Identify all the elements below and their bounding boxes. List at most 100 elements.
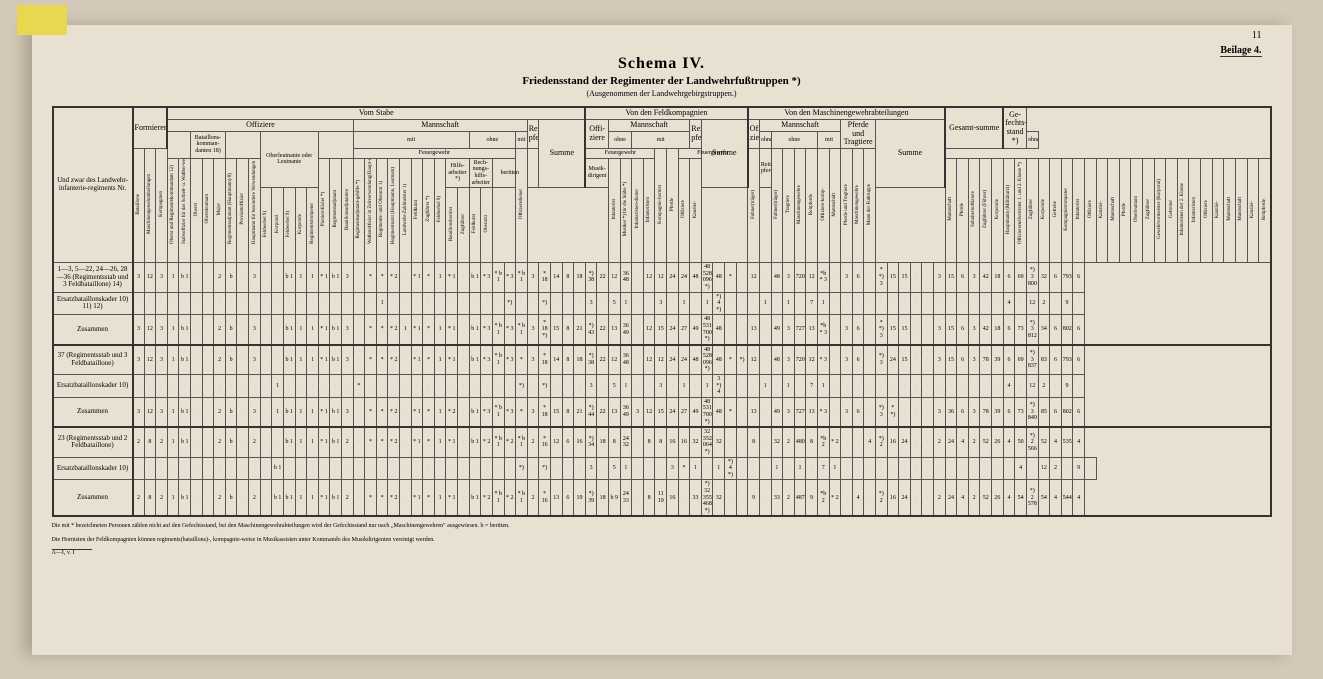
data-cell: · xyxy=(388,457,400,480)
data-cell: · xyxy=(260,397,272,427)
data-cell: 2 xyxy=(968,427,980,457)
data-cell: 42 xyxy=(980,263,992,292)
data-cell: 69 xyxy=(1015,263,1027,292)
data-cell: * 1 xyxy=(411,397,423,427)
data-cell: · xyxy=(260,457,272,480)
data-cell: · xyxy=(783,457,795,480)
data-cell: *b 2 xyxy=(817,480,829,516)
data-cell: 32 xyxy=(690,427,702,457)
data-cell: 9 xyxy=(1073,457,1085,480)
data-cell: 12 xyxy=(748,263,760,292)
data-cell: 7 xyxy=(806,375,818,398)
data-cell: 1 xyxy=(434,480,446,516)
data-cell: * xyxy=(423,397,435,427)
data-cell: · xyxy=(574,292,586,315)
data-cell: 15 xyxy=(945,263,957,292)
data-cell: · xyxy=(249,375,261,398)
data-cell: 4 xyxy=(1050,480,1062,516)
data-cell: · xyxy=(597,457,609,480)
data-cell: 12 xyxy=(655,263,667,292)
data-cell: *) 4 *) xyxy=(713,292,725,315)
data-cell: b xyxy=(225,345,237,375)
data-cell: 16 xyxy=(887,480,899,516)
table-row: Zusammen2821b 1··2b·2·b 1b 111* 1b 12·**… xyxy=(53,480,1271,516)
data-cell: · xyxy=(1084,457,1096,480)
data-cell: · xyxy=(144,457,156,480)
data-cell: * xyxy=(423,345,435,375)
data-cell: 3 xyxy=(249,397,261,427)
data-cell: · xyxy=(376,375,388,398)
data-cell: 48 xyxy=(713,263,725,292)
data-cell: 1 xyxy=(307,315,319,345)
grp-ohne3: ohne xyxy=(759,131,771,149)
data-cell: 32 xyxy=(713,480,725,516)
data-cell: 9 xyxy=(748,480,760,516)
data-cell: · xyxy=(1050,292,1062,315)
data-cell: * xyxy=(376,397,388,427)
data-cell: 1 xyxy=(167,263,179,292)
data-cell: * xyxy=(725,397,737,427)
data-cell: · xyxy=(910,315,922,345)
data-cell: 3 xyxy=(527,345,539,375)
data-cell: · xyxy=(353,480,365,516)
data-cell: · xyxy=(400,292,412,315)
data-cell: * 1 xyxy=(446,345,458,375)
data-cell: 36 48 xyxy=(620,263,632,292)
data-cell: 22 xyxy=(597,315,609,345)
grp-pftrag: Pferde und Tragtiere xyxy=(841,119,876,148)
data-cell: · xyxy=(237,397,249,427)
data-cell: 2 xyxy=(214,397,226,427)
data-cell: *) 2 xyxy=(876,427,888,457)
data-cell: · xyxy=(156,375,168,398)
data-cell: · xyxy=(411,375,423,398)
data-cell: 8 xyxy=(562,345,574,375)
data-cell: * xyxy=(353,375,365,398)
data-cell: 48 xyxy=(690,345,702,375)
data-cell: · xyxy=(458,457,470,480)
data-cell: · xyxy=(957,375,969,398)
data-cell: 12 xyxy=(144,263,156,292)
row-label: Ersatzbataillonskader 10) xyxy=(53,375,133,398)
data-cell: 8 xyxy=(806,427,818,457)
data-cell: 8 xyxy=(643,480,655,516)
data-cell: 3 xyxy=(527,263,539,292)
data-cell: · xyxy=(876,375,888,398)
data-cell: 1 xyxy=(701,375,713,398)
data-cell: 3 xyxy=(585,292,597,315)
data-cell: · xyxy=(353,263,365,292)
data-cell: 3 xyxy=(968,345,980,375)
data-cell: · xyxy=(469,292,481,315)
data-cell: · xyxy=(887,292,899,315)
data-cell: · xyxy=(934,292,946,315)
data-cell: * xyxy=(376,480,388,516)
grp-offiziere: Offiziere xyxy=(167,119,353,131)
data-cell: 22 xyxy=(597,345,609,375)
data-cell: · xyxy=(725,315,737,345)
data-cell: 6 xyxy=(852,315,864,345)
data-cell: *) xyxy=(539,292,551,315)
data-cell: · xyxy=(249,457,261,480)
data-cell: · xyxy=(156,292,168,315)
data-cell: 2 xyxy=(249,427,261,457)
data-cell: b 1 xyxy=(469,315,481,345)
data-cell: *b * 3 xyxy=(817,315,829,345)
data-cell: 36 xyxy=(945,397,957,427)
data-cell: 15 xyxy=(550,315,562,345)
data-cell: · xyxy=(864,397,876,427)
data-cell: 7 xyxy=(817,457,829,480)
data-cell: 3 xyxy=(341,345,353,375)
data-cell: b 1 xyxy=(283,427,295,457)
data-cell: 2 xyxy=(783,427,795,457)
data-cell: · xyxy=(492,375,504,398)
data-cell: * 3 xyxy=(481,315,493,345)
data-cell: · xyxy=(887,457,899,480)
data-cell: 3 xyxy=(968,397,980,427)
data-cell: 48 xyxy=(690,263,702,292)
data-cell: 24 xyxy=(678,263,690,292)
data-cell: 18 xyxy=(574,345,586,375)
table-row: 37 (Regimentsstab und 3 Feldbataillone)3… xyxy=(53,345,1271,375)
data-cell: · xyxy=(341,375,353,398)
data-cell: b 1 xyxy=(179,480,191,516)
data-cell: 12 xyxy=(608,345,620,375)
data-cell: 4 xyxy=(864,427,876,457)
